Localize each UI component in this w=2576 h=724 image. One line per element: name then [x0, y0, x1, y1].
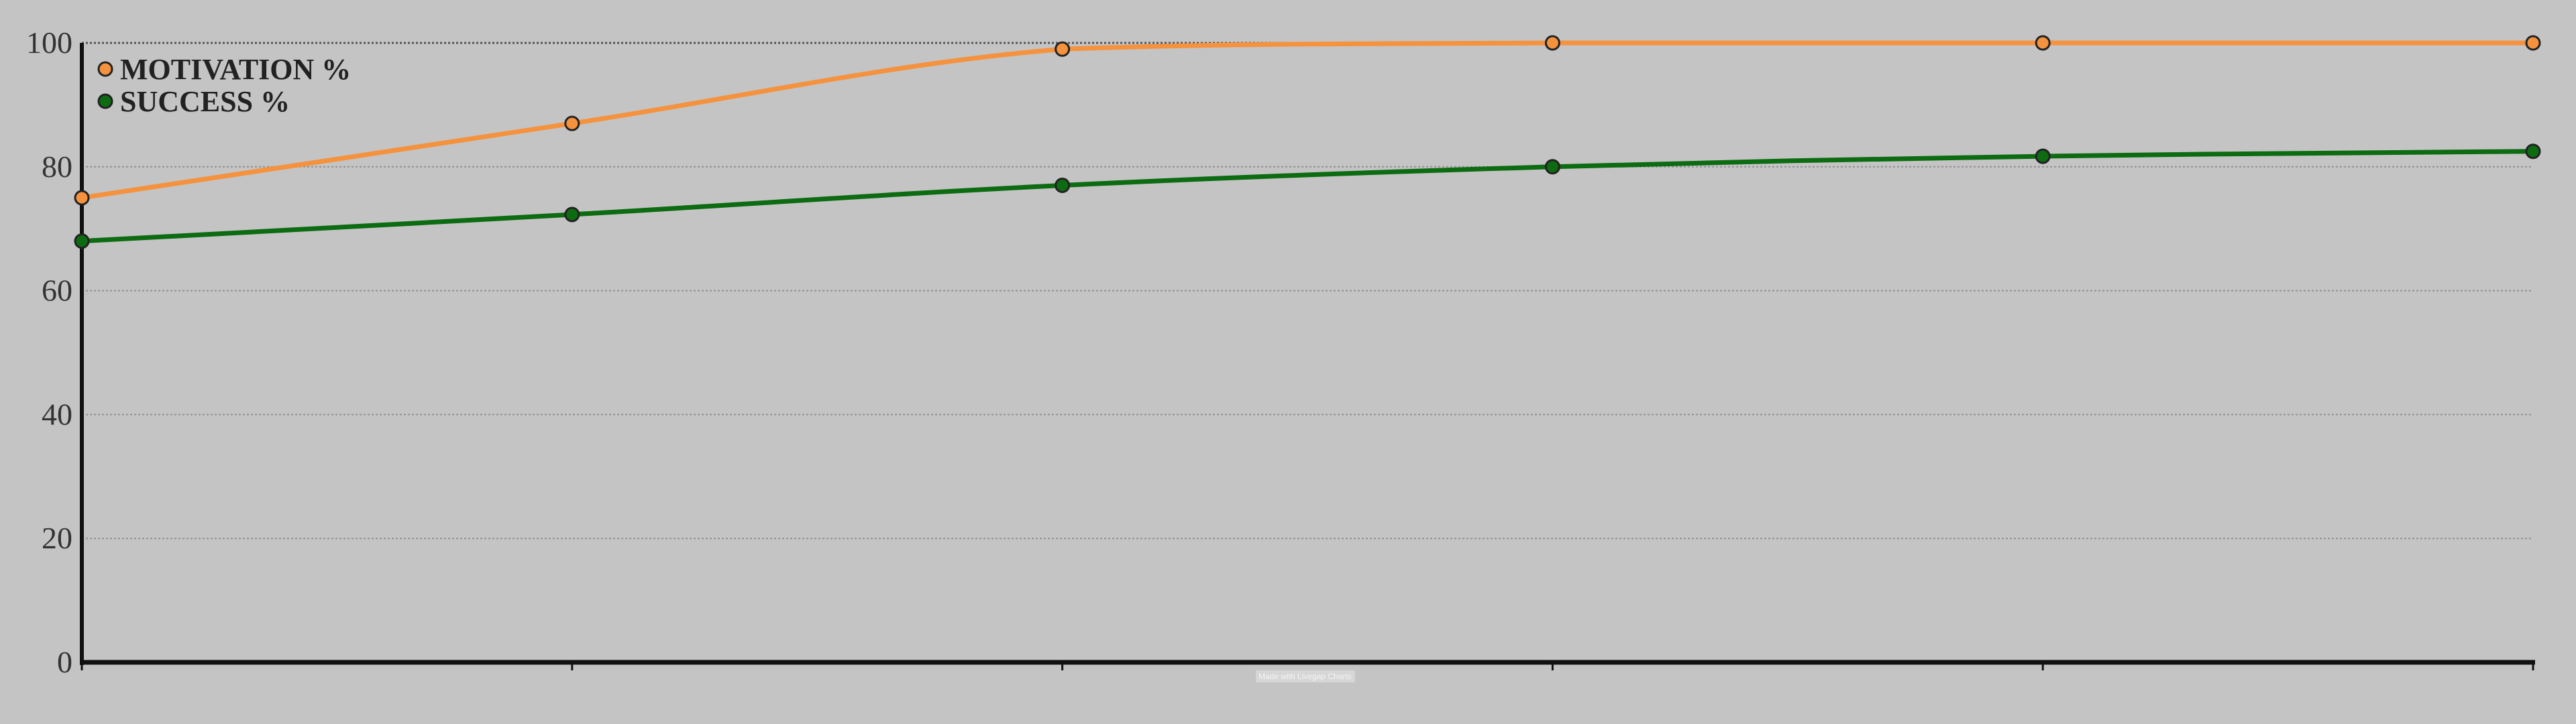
data-series	[74, 35, 2541, 249]
y-tick-label-100: 100	[26, 25, 72, 60]
data-point-motivation-1	[74, 190, 90, 206]
watermark: Made with Livegap Charts	[1256, 670, 1355, 682]
legend-label-success: SUCCESS %	[120, 85, 290, 118]
legend-marker-success	[97, 93, 113, 109]
series-line-success	[79, 149, 2536, 244]
y-tick-label-0: 0	[57, 645, 72, 679]
grid-lines	[82, 42, 2533, 540]
axes	[80, 43, 2535, 665]
y-tick-label-20: 20	[42, 521, 72, 555]
legend-label-motivation: MOTIVATION %	[120, 53, 351, 86]
series-success	[74, 143, 2541, 249]
data-point-success-3	[1055, 178, 1071, 194]
data-point-motivation-4	[1544, 35, 1560, 51]
watermark-text: Made with Livegap Charts	[1258, 672, 1352, 681]
x-tick-marks	[80, 662, 2534, 670]
legend: MOTIVATION % SUCCESS %	[97, 53, 351, 118]
data-point-motivation-5	[2035, 35, 2051, 51]
data-point-motivation-3	[1055, 41, 1071, 57]
series-motivation	[74, 35, 2541, 206]
y-tick-labels: 0 20 40 60 80 100	[26, 25, 72, 679]
data-point-motivation-6	[2525, 35, 2541, 51]
data-point-success-4	[1544, 159, 1560, 175]
y-tick-label-80: 80	[42, 149, 72, 184]
series-line-motivation	[79, 40, 2536, 200]
data-point-motivation-2	[564, 115, 580, 131]
watermark-background	[1256, 670, 1355, 682]
y-tick-label-60: 60	[42, 274, 72, 308]
legend-marker-motivation	[97, 61, 113, 77]
data-point-success-6	[2525, 143, 2541, 160]
data-point-success-2	[564, 206, 580, 223]
data-point-success-1	[74, 233, 90, 249]
y-tick-label-40: 40	[42, 397, 72, 431]
data-point-success-5	[2035, 148, 2051, 164]
